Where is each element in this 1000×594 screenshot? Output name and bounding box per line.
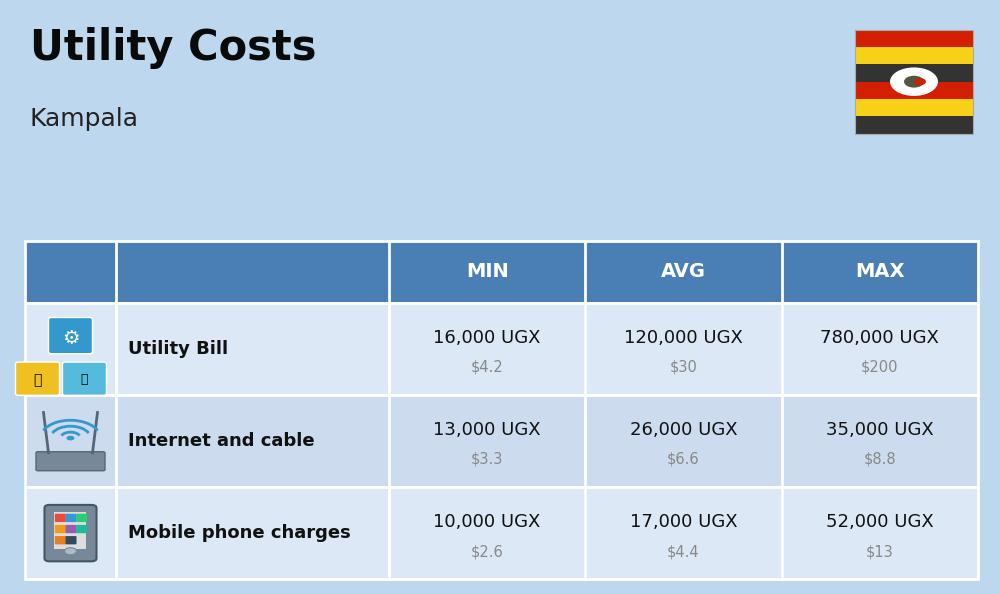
FancyBboxPatch shape [62, 362, 106, 396]
FancyBboxPatch shape [54, 511, 86, 549]
FancyBboxPatch shape [855, 47, 973, 64]
Text: 🚰: 🚰 [81, 374, 88, 386]
FancyBboxPatch shape [55, 536, 66, 544]
FancyBboxPatch shape [36, 451, 105, 470]
Text: Utility Bill: Utility Bill [128, 340, 228, 358]
Circle shape [66, 435, 74, 441]
FancyBboxPatch shape [65, 514, 76, 522]
Text: $30: $30 [670, 360, 697, 375]
Text: $4.2: $4.2 [471, 360, 504, 375]
FancyBboxPatch shape [855, 116, 973, 134]
Circle shape [904, 75, 924, 87]
FancyBboxPatch shape [76, 514, 87, 522]
Text: $200: $200 [861, 360, 899, 375]
FancyBboxPatch shape [25, 241, 978, 303]
Text: $4.4: $4.4 [667, 544, 700, 559]
Text: 13,000 UGX: 13,000 UGX [433, 421, 541, 439]
Text: 26,000 UGX: 26,000 UGX [630, 421, 737, 439]
Text: 10,000 UGX: 10,000 UGX [433, 513, 541, 531]
FancyBboxPatch shape [76, 525, 87, 533]
Text: $2.6: $2.6 [471, 544, 504, 559]
Text: MIN: MIN [466, 263, 509, 281]
Text: 17,000 UGX: 17,000 UGX [630, 513, 737, 531]
FancyBboxPatch shape [65, 536, 76, 544]
FancyBboxPatch shape [855, 99, 973, 116]
FancyBboxPatch shape [855, 81, 973, 99]
Text: Mobile phone charges: Mobile phone charges [128, 524, 351, 542]
FancyBboxPatch shape [25, 487, 978, 579]
Text: $8.8: $8.8 [864, 452, 896, 467]
Text: Utility Costs: Utility Costs [30, 27, 316, 69]
Text: MAX: MAX [855, 263, 905, 281]
Text: $13: $13 [866, 544, 894, 559]
Text: 52,000 UGX: 52,000 UGX [826, 513, 934, 531]
Text: Kampala: Kampala [30, 107, 139, 131]
Text: 🔌: 🔌 [33, 373, 42, 387]
Circle shape [914, 78, 926, 85]
FancyBboxPatch shape [855, 30, 973, 47]
Circle shape [890, 68, 938, 96]
FancyBboxPatch shape [48, 317, 92, 353]
FancyBboxPatch shape [25, 303, 978, 395]
Text: 780,000 UGX: 780,000 UGX [820, 329, 939, 347]
Text: 120,000 UGX: 120,000 UGX [624, 329, 743, 347]
Text: $6.6: $6.6 [667, 452, 700, 467]
FancyBboxPatch shape [15, 362, 59, 396]
Text: $3.3: $3.3 [471, 452, 503, 467]
FancyBboxPatch shape [855, 64, 973, 81]
Text: Internet and cable: Internet and cable [128, 432, 315, 450]
Text: ⚙: ⚙ [62, 329, 79, 348]
FancyBboxPatch shape [25, 395, 978, 487]
FancyBboxPatch shape [55, 525, 66, 533]
FancyBboxPatch shape [44, 505, 96, 561]
Circle shape [64, 548, 76, 555]
Text: 16,000 UGX: 16,000 UGX [433, 329, 541, 347]
FancyBboxPatch shape [65, 525, 76, 533]
Text: AVG: AVG [661, 263, 706, 281]
Text: 35,000 UGX: 35,000 UGX [826, 421, 934, 439]
FancyBboxPatch shape [55, 514, 66, 522]
